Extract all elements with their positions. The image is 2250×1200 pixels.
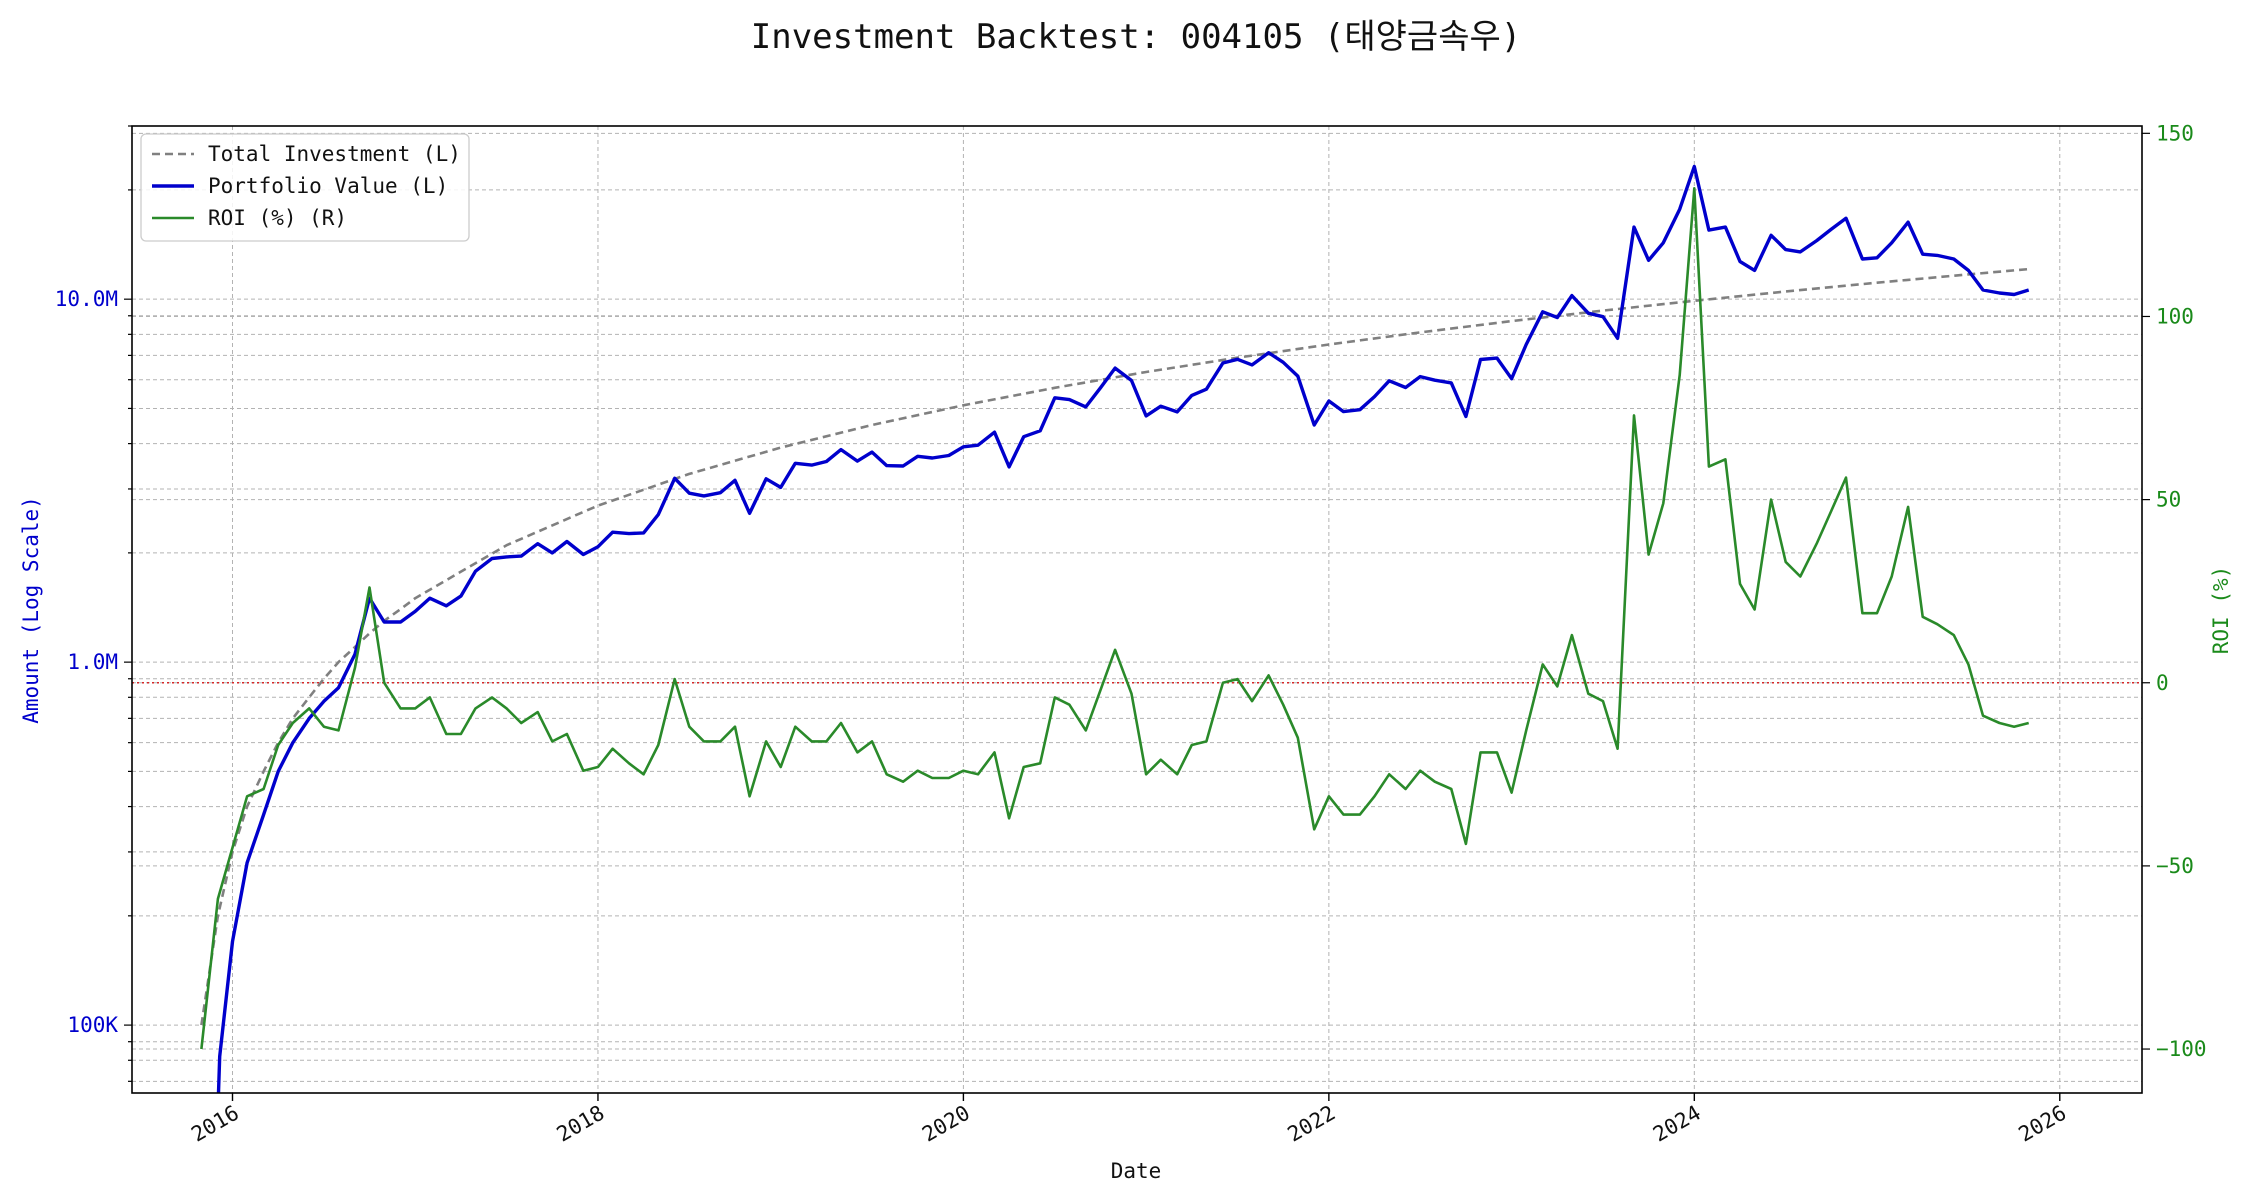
grid-lines [132, 125, 2142, 1093]
y-right-tick-label-0: 0 [2156, 671, 2169, 695]
legend: Total Investment (L) Portfolio Value (L)… [140, 133, 470, 242]
legend-box [140, 133, 470, 242]
y-left-tick-label-10.0M: 10.0M [55, 287, 118, 311]
x-tick-label-2018: 2018 [553, 1101, 609, 1147]
legend-label-total-investment: Total Investment (L) [208, 142, 461, 166]
legend-label-portfolio-value: Portfolio Value (L) [208, 174, 448, 198]
y-left-tick-label-100K: 100K [67, 1013, 118, 1037]
y-right-tick-label--100: −100 [2156, 1037, 2207, 1061]
y-axis-left: 100K 1.0M 10.0M [55, 125, 132, 1082]
x-axis: 2016 2018 2020 2022 2024 2026 [187, 1093, 2070, 1147]
legend-label-roi: ROI (%) (R) [208, 206, 347, 230]
y-axis-right: −100 −50 0 50 100 150 [2142, 121, 2207, 1061]
series-line-total-investment [200, 267, 2029, 1026]
x-tick-label-2022: 2022 [1284, 1101, 1340, 1147]
y-axis-right-label: ROI (%) [2209, 566, 2233, 655]
plot-frame [131, 125, 2143, 1094]
chart-title: Investment Backtest: 004105 (태양금속우) [751, 17, 1522, 57]
y-axis-left-label: Amount (Log Scale) [19, 496, 43, 724]
y-right-tick-label--50: −50 [2156, 854, 2194, 878]
y-right-tick-label-50: 50 [2156, 488, 2181, 512]
x-tick-label-2024: 2024 [1649, 1101, 1705, 1147]
plot-area [132, 164, 2142, 1093]
x-tick-label-2020: 2020 [918, 1101, 974, 1147]
x-tick-label-2016: 2016 [187, 1101, 243, 1147]
y-left-tick-label-1.0M: 1.0M [67, 650, 118, 674]
series-line-portfolio-value [216, 164, 2030, 1093]
y-right-tick-label-150: 150 [2156, 121, 2194, 145]
x-axis-label: Date [1111, 1159, 1162, 1183]
y-right-tick-label-100: 100 [2156, 304, 2194, 328]
x-tick-label-2026: 2026 [2014, 1101, 2070, 1147]
series-line-roi [200, 187, 2030, 1050]
